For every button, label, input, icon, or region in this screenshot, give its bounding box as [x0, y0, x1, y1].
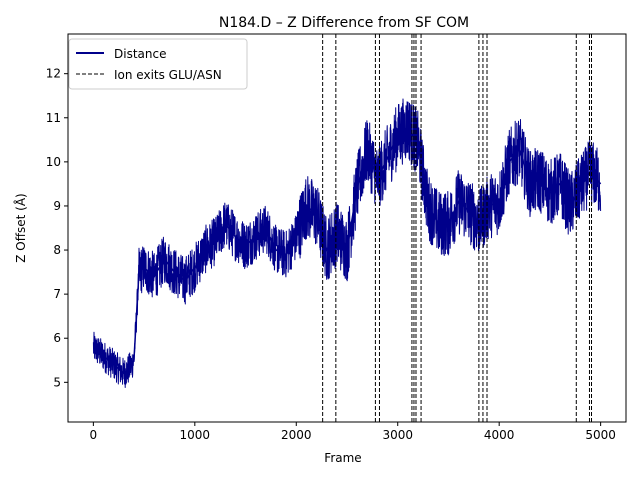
x-tick-label: 5000 [585, 428, 616, 442]
x-tick-label: 2000 [281, 428, 312, 442]
legend: Distance Ion exits GLU/ASN [68, 38, 248, 90]
x-tick-label: 0 [90, 428, 98, 442]
legend-label-distance: Distance [114, 47, 166, 61]
plot-frame [67, 33, 627, 423]
x-tick-label: 1000 [180, 428, 211, 442]
y-tick-label: 8 [53, 243, 61, 257]
events-layer [322, 34, 593, 422]
chart-title: N184.D – Z Difference from SF COM [219, 15, 469, 31]
y-tick-label: 9 [53, 199, 61, 213]
noise-layer [92, 98, 602, 388]
y-tick-label: 12 [46, 67, 61, 81]
series-distance-trace [92, 98, 602, 388]
x-tick-label: 3000 [382, 428, 413, 442]
y-tick-label: 11 [46, 111, 61, 125]
x-axis: 0 1000 2000 3000 4000 5000 [90, 422, 616, 442]
series-distance-line [92, 125, 602, 375]
y-axis-label: Z Offset (Å) [13, 193, 28, 262]
plot-area [92, 34, 602, 422]
series-layer [92, 125, 602, 375]
y-tick-label: 10 [46, 155, 61, 169]
legend-label-ion-exits: Ion exits GLU/ASN [114, 68, 222, 82]
x-tick-label: 4000 [484, 428, 515, 442]
y-axis: 5 6 7 8 9 10 11 12 [46, 67, 68, 389]
y-tick-label: 7 [53, 287, 61, 301]
x-axis-label: Frame [324, 451, 361, 465]
legend-box [68, 38, 248, 90]
y-tick-label: 5 [53, 375, 61, 389]
y-tick-label: 6 [53, 331, 61, 345]
